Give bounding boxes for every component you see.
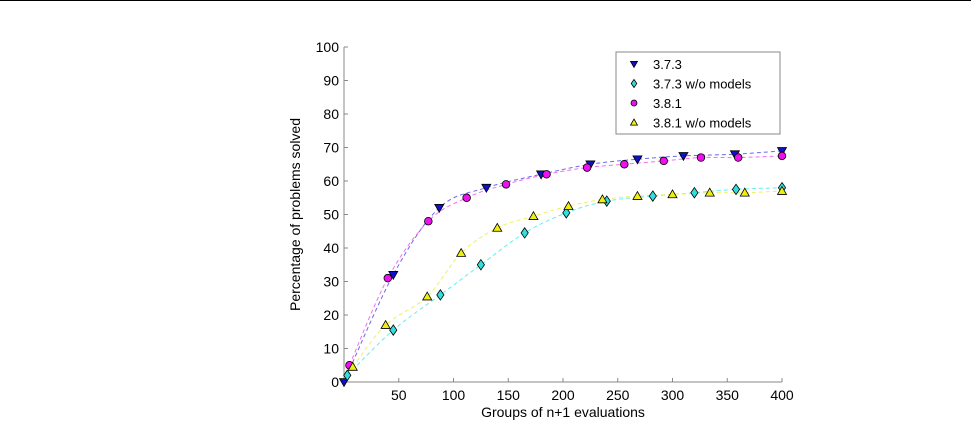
legend-label: 3.7.3 w/o models [653,77,752,92]
legend-marker [630,99,638,107]
x-ticks: 50 100 150 200 250 300 350 400 [391,378,794,403]
x-tick-label: 150 [497,387,521,403]
data-point-3-8-1-w-o-models [597,194,608,204]
data-point-3-8-1-w-o-models [667,189,678,199]
data-point-3-8-1-w-o-models [455,247,467,257]
y-tick-label: 30 [323,274,339,290]
data-point-3-8-1-w-o-models [563,200,574,210]
x-tick-label: 50 [391,387,407,403]
data-point-3-7-3-w-o-models [476,258,485,271]
data-point-3-7-3 [776,147,788,157]
data-point-3-7-3 [434,204,445,214]
data-point-3-7-3 [481,183,492,194]
y-tick-label: 20 [323,307,339,323]
data-point-3-8-1-w-o-models [704,187,715,197]
data-point-3-7-3 [388,271,399,281]
data-point-3-8-1 [733,153,743,162]
y-axis-title: Percentage of problems solved [287,118,303,311]
legend-marker [629,60,639,69]
y-tick-label: 70 [323,140,339,156]
data-point-3-8-1 [777,151,787,161]
data-point-3-8-1 [424,216,433,226]
y-tick-label: 10 [323,341,339,357]
data-point-3-8-1 [501,180,511,189]
legend-marker [629,118,639,126]
data-point-3-7-3-w-o-models [436,289,445,301]
x-axis-title: Groups of n+1 evaluations [481,404,645,420]
data-point-3-8-1 [659,156,668,166]
data-point-3-7-3-w-o-models [389,324,398,336]
data-point-3-7-3-w-o-models [648,190,657,202]
data-point-3-7-3 [338,378,350,388]
data-point-3-8-1-w-o-models [528,210,539,220]
legend-label: 3.8.1 [653,96,682,111]
x-tick-label: 200 [551,387,575,403]
x-tick-label: 400 [770,387,794,403]
legend: 3.7.3 3.7.3 w/o models 3.8.1 3.8.1 w/o mode… [615,51,781,135]
legend-marker [630,78,638,89]
data-point-3-7-3-w-o-models [343,369,352,382]
data-point-3-8-1 [383,273,393,283]
page-top-border [0,0,971,1]
data-point-3-8-1 [620,160,629,169]
series-markers [338,147,788,388]
data-point-3-8-1-w-o-models [347,361,358,371]
y-tick-label: 40 [323,240,339,256]
data-point-3-8-1-w-o-models [422,291,433,301]
data-point-3-7-3-w-o-models [731,183,741,196]
data-point-3-8-1-w-o-models [380,319,391,329]
series-line-3-7-3 [343,150,783,383]
legend-label: 3.7.3 [653,57,682,72]
data-point-3-8-1-w-o-models [632,190,643,200]
data-point-3-7-3-w-o-models [520,227,529,239]
data-point-3-8-1 [542,170,551,179]
data-point-3-8-1 [696,153,706,162]
y-tick-label: 50 [323,207,339,223]
data-point-3-8-1-w-o-models [776,185,788,195]
legend-label: 3.8.1 w/o models [653,116,752,131]
data-point-3-7-3 [678,152,689,162]
data-point-3-8-1-w-o-models [492,222,503,232]
legend-items: 3.7.3 3.7.3 w/o models 3.8.1 3.8.1 w/o mode… [629,57,752,131]
data-point-3-7-3-w-o-models [690,186,699,199]
x-tick-label: 250 [606,387,630,403]
data-point-3-8-1-w-o-models [739,187,750,197]
y-tick-label: 0 [331,374,339,390]
y-tick-label: 90 [323,73,339,89]
x-tick-label: 100 [442,387,466,403]
y-tick-label: 80 [323,106,339,122]
legend-box [615,51,781,135]
y-tick-label: 60 [323,173,339,189]
y-tick-label: 100 [316,39,340,55]
data-point-3-8-1 [462,193,471,202]
data-point-3-7-3-w-o-models [562,206,571,219]
series-line-3-8-1-w-o-models [352,190,783,368]
x-tick-label: 350 [716,387,740,403]
data-point-3-7-3 [632,155,643,165]
data-point-3-8-1 [582,163,592,172]
series-lines [343,150,783,383]
y-ticks: 0 10 20 30 40 50 60 70 80 90 100 [316,39,348,390]
series-line-3-8-1 [349,155,783,366]
x-tick-label: 300 [661,387,685,403]
